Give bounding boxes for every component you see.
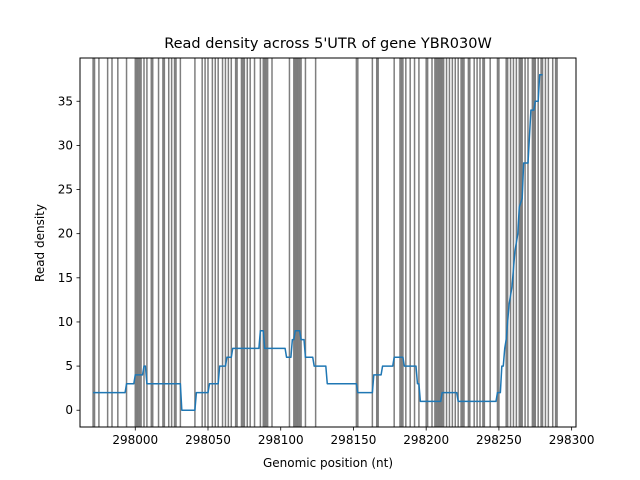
x-tick-label: 298200	[403, 433, 449, 447]
y-axis-label: Read density	[33, 204, 47, 282]
data-series	[93, 74, 543, 411]
y-tick-label: 30	[58, 138, 73, 152]
x-tick-label: 298250	[476, 433, 522, 447]
x-tick-label: 298050	[185, 433, 231, 447]
vertical-lines	[92, 58, 558, 427]
y-tick-label: 15	[58, 271, 73, 285]
plot-frame	[79, 57, 577, 428]
chart-title: Read density across 5'UTR of gene YBR030…	[164, 36, 492, 52]
x-tick-label: 298000	[112, 433, 158, 447]
y-tick-label: 10	[58, 315, 73, 329]
y-tick-label: 25	[58, 183, 73, 197]
y-tick-label: 5	[65, 359, 73, 373]
y-tick-label: 0	[65, 403, 73, 417]
y-tick-label: 20	[58, 227, 73, 241]
x-tick-label: 298100	[258, 433, 304, 447]
x-axis-ticks: 298000 298050 298100 298150 298200 298250 2983…	[112, 427, 595, 447]
x-tick-label: 298300	[549, 433, 595, 447]
y-axis-ticks: 0 5 10 15 20 25 30 35	[58, 94, 80, 417]
read-density-line	[93, 74, 543, 411]
x-tick-label: 298150	[331, 433, 377, 447]
x-axis-label: Genomic position (nt)	[263, 456, 393, 470]
y-tick-label: 35	[58, 94, 73, 108]
